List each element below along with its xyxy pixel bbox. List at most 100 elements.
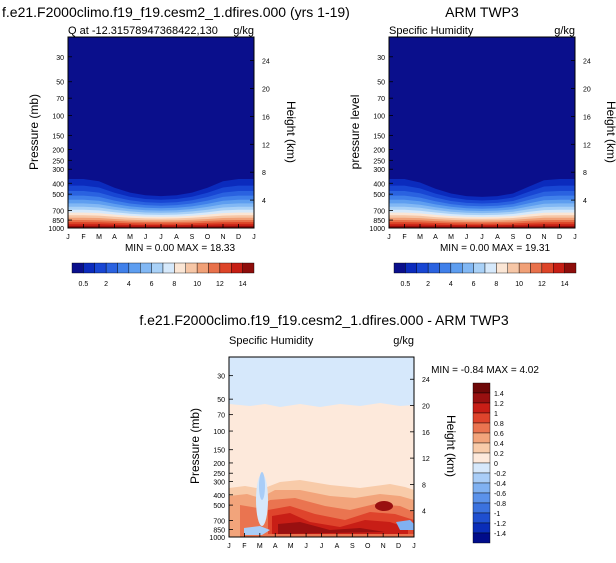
panel-obs-colorbar: 0.5 2 4 6 8 10 12 14 <box>393 262 577 288</box>
height-tick-label: 24 <box>262 59 270 66</box>
colorbar-swatch <box>231 262 243 274</box>
colorbar-label: 1 <box>494 411 498 418</box>
panel-model-colorbar: 0.5 2 4 6 8 10 12 14 <box>71 262 255 288</box>
colorbar-swatch <box>518 262 531 274</box>
panel-obs-y2label: Height (km) <box>604 101 616 163</box>
month-tick-label: M <box>257 543 263 550</box>
colorbar-swatch <box>553 262 565 274</box>
colorbar-swatch <box>472 442 491 454</box>
panel-diff-title: f.e21.F2000climo.f19_f19.cesm2_1.dfires.… <box>139 312 509 328</box>
height-tick-label: 16 <box>583 114 591 121</box>
height-tick-label: 20 <box>262 87 270 94</box>
colorbar-label: 8 <box>494 281 498 288</box>
colorbar-label: -0.4 <box>494 481 506 488</box>
height-tick-label: 4 <box>262 198 266 205</box>
panel-diff-ylabel: Pressure (mb) <box>188 408 202 484</box>
colorbar-swatch <box>484 262 497 274</box>
colorbar-label: -0.2 <box>494 471 506 478</box>
month-tick-label: J <box>252 234 256 241</box>
month-tick-label: O <box>205 234 211 241</box>
month-tick-label: A <box>433 234 438 241</box>
colorbar-label: -1.2 <box>494 521 506 528</box>
colorbar-label: 12 <box>538 281 546 288</box>
month-tick-label: J <box>480 234 484 241</box>
pressure-tick-label: 400 <box>213 493 225 500</box>
panel-diff-left-label: Specific Humidity <box>229 335 314 347</box>
month-tick-label: D <box>557 234 562 241</box>
month-tick-label: M <box>288 543 294 550</box>
upper-negative-region <box>229 357 414 407</box>
pressure-tick-label: 300 <box>52 167 64 174</box>
colorbar-label: -1.4 <box>494 531 506 538</box>
colorbar-swatch <box>472 412 491 424</box>
colorbar-swatch <box>472 532 491 544</box>
height-tick-label: 24 <box>583 59 591 66</box>
height-tick-label: 24 <box>422 377 430 384</box>
height-tick-label: 20 <box>422 404 430 411</box>
month-tick-label: M <box>96 234 102 241</box>
pressure-tick-label: 1000 <box>48 226 64 233</box>
month-tick-label: A <box>495 234 500 241</box>
colorbar-swatch <box>462 262 474 274</box>
colorbar-label: 6 <box>472 281 476 288</box>
panel-obs-left-label: Specific Humidity <box>389 25 474 37</box>
colorbar-label: 14 <box>561 281 569 288</box>
height-tick-label: 16 <box>262 114 270 121</box>
colorbar-label: 12 <box>216 281 224 288</box>
pressure-tick-label: 200 <box>213 461 225 468</box>
month-tick-label: A <box>112 234 117 241</box>
colorbar-swatch <box>472 492 491 504</box>
colorbar-label: 14 <box>239 281 247 288</box>
colorbar-swatch <box>472 422 491 434</box>
colorbar-swatch <box>507 262 520 274</box>
pressure-tick-label: 30 <box>377 55 385 62</box>
height-tick-label: 12 <box>583 142 591 149</box>
pressure-tick-label: 1000 <box>209 535 225 542</box>
colorbar-swatch <box>140 262 152 274</box>
panel-diff-field <box>229 357 414 537</box>
pressure-tick-label: 700 <box>373 209 385 216</box>
pressure-tick-label: 500 <box>213 503 225 510</box>
month-tick-label: F <box>242 543 246 550</box>
month-tick-label: D <box>396 543 401 550</box>
colorbar-swatch <box>472 392 491 404</box>
height-axis: 24 20 16 12 8 4 <box>410 377 430 516</box>
pressure-tick-label: 250 <box>213 471 225 478</box>
panel-obs: ARM TWP3 Specific Humidity g/kg 30 50 70 10… <box>348 4 616 288</box>
colorbar-label: 0.2 <box>494 451 504 458</box>
pressure-tick-label: 250 <box>373 158 385 165</box>
pressure-tick-label: 50 <box>56 80 64 87</box>
negative-right-region <box>396 520 414 530</box>
colorbar-label: -0.8 <box>494 501 506 508</box>
colorbar-label: 0.6 <box>494 431 504 438</box>
month-tick-label: A <box>174 234 179 241</box>
pressure-tick-label: 850 <box>52 218 64 225</box>
colorbar-swatch <box>472 512 491 524</box>
panel-diff-units: g/kg <box>393 335 414 347</box>
pressure-tick-label: 150 <box>373 133 385 140</box>
pressure-tick-label: 30 <box>217 374 225 381</box>
colorbar-label: -1 <box>494 511 500 518</box>
pressure-tick-label: 200 <box>373 147 385 154</box>
height-tick-label: 20 <box>583 87 591 94</box>
colorbar-label: 1.4 <box>494 391 504 398</box>
colorbar-swatch <box>393 262 406 274</box>
colorbar-swatch <box>162 262 175 274</box>
pressure-tick-label: 150 <box>52 133 64 140</box>
panel-model-stats: MIN = 0.00 MAX = 18.33 <box>125 243 235 254</box>
month-tick-label: M <box>448 234 454 241</box>
colorbar-label: 0.8 <box>494 421 504 428</box>
upper-positive-core <box>375 501 393 511</box>
colorbar-label: 10 <box>193 281 201 288</box>
panel-obs-field <box>389 37 575 228</box>
month-tick-label: N <box>541 234 546 241</box>
month-tick-label: N <box>220 234 225 241</box>
colorbar-label: 0.4 <box>494 441 504 448</box>
colorbar-swatch <box>242 262 255 274</box>
colorbar-swatch <box>472 462 491 474</box>
pressure-tick-label: 100 <box>373 114 385 121</box>
